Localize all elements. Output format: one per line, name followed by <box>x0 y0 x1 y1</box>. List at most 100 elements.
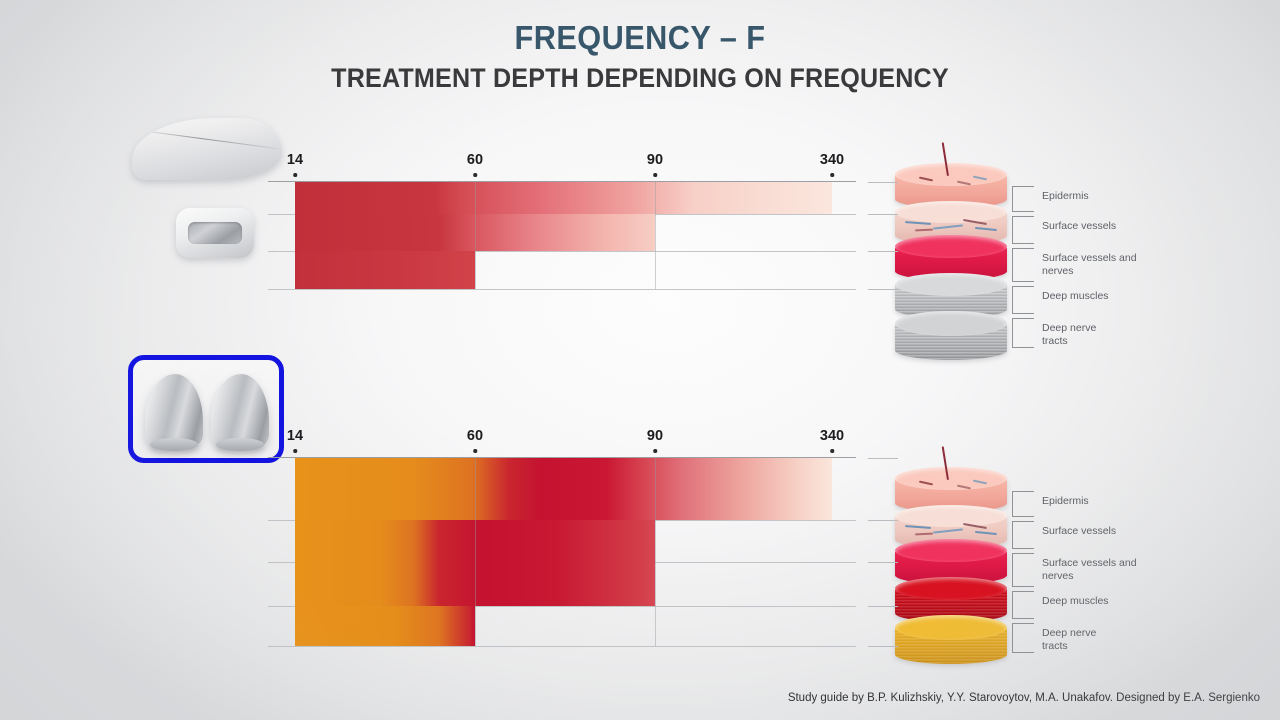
chart-gridline <box>268 289 856 290</box>
label-bracket <box>1012 318 1034 348</box>
skin-layer-surface <box>895 310 1007 337</box>
chart-to-diagram-connector <box>868 562 898 563</box>
dome-icon <box>145 374 203 451</box>
skin-layer-label: Surface vessels <box>1042 220 1117 232</box>
skin-layer-disc <box>895 310 1007 360</box>
skin-layer-surface <box>895 505 1007 528</box>
chart-bar-row <box>268 251 868 289</box>
chart-to-diagram-connector <box>868 289 898 290</box>
axis-tick-label: 340 <box>819 428 845 444</box>
axis-tick-dot <box>293 173 297 177</box>
handpiece-icon <box>132 118 282 180</box>
title-block: FREQUENCY – F TREATMENT DEPTH DEPENDING … <box>0 19 1280 94</box>
skin-layer-surface <box>895 201 1007 224</box>
chart-to-diagram-connector <box>868 520 898 521</box>
chart-bar-row <box>268 214 868 251</box>
vessel-mark <box>933 224 963 230</box>
chart-bar-row <box>268 182 868 214</box>
axis-tick-dot <box>473 449 477 453</box>
axis-tick-dot <box>473 173 477 177</box>
chart-bar-row <box>268 606 868 646</box>
axis-line <box>268 181 856 182</box>
axis-tick-labels: 14 60 90 340 <box>268 152 868 177</box>
skin-layer-label: Deep nerve tracts <box>1042 627 1097 652</box>
chart-bar-row <box>268 520 868 562</box>
skin-layer-label: Epidermis <box>1042 495 1089 507</box>
axis-tick-label: 14 <box>286 152 304 168</box>
axis-tick-dot <box>830 449 834 453</box>
skin-layer-disc <box>895 201 1007 244</box>
skin-layer-label: Surface vessels and nerves <box>1042 557 1137 582</box>
skin-layer-label: Epidermis <box>1042 190 1089 202</box>
chart-bar <box>295 182 832 214</box>
chart-bar <box>295 606 475 646</box>
skin-layer-disc <box>895 539 1007 584</box>
skin-layer-label: Deep muscles <box>1042 290 1109 302</box>
page-title: FREQUENCY – F <box>514 19 766 56</box>
selected-applicator-highlight[interactable] <box>128 355 284 463</box>
chart-upper: 14 60 90 340 <box>268 152 868 292</box>
chart-to-diagram-connector <box>868 214 898 215</box>
axis-tick-label: 340 <box>819 152 845 168</box>
label-bracket <box>1012 491 1034 517</box>
skin-layer-label: Surface vessels <box>1042 525 1117 537</box>
chart-bar <box>295 214 655 251</box>
skin-labels-lower: Epidermis Surface vessels Surface vessels … <box>1012 487 1192 667</box>
axis-tick-label: 60 <box>466 428 484 444</box>
skin-layer-disc <box>895 142 1007 208</box>
label-bracket <box>1012 216 1034 244</box>
vessel-mark <box>974 530 998 535</box>
chart-bar-row <box>268 562 868 606</box>
chart-to-diagram-connector <box>868 182 898 183</box>
skin-layer-surface <box>895 614 1007 641</box>
label-bracket <box>1012 286 1034 314</box>
axis-tick-label: 60 <box>466 152 484 168</box>
chart-bar <box>295 520 655 562</box>
label-bracket <box>1012 248 1034 282</box>
page-subtitle: TREATMENT DEPTH DEPENDING ON FREQUENCY <box>331 62 949 93</box>
chart-bar-row <box>268 458 868 520</box>
chart-vertical-separator <box>475 182 476 289</box>
label-bracket <box>1012 553 1034 587</box>
skin-labels-upper: Epidermis Surface vessels Surface vessels … <box>1012 182 1192 362</box>
label-bracket <box>1012 591 1034 619</box>
footer-credits: Study guide by B.P. Kulizhskiy, Y.Y. Sta… <box>787 692 1260 704</box>
skin-layer-surface <box>895 273 1007 297</box>
chart-bar <box>295 562 655 606</box>
pad-applicator[interactable] <box>176 208 254 258</box>
axis-tick-label: 90 <box>646 428 664 444</box>
skin-layer-disc <box>895 235 1007 280</box>
label-bracket <box>1012 186 1034 212</box>
chart-to-diagram-connector <box>868 646 898 647</box>
axis-tick-labels: 14 60 90 340 <box>268 428 868 453</box>
skin-diagram-lower <box>895 446 1007 668</box>
skin-layer-surface <box>895 235 1007 259</box>
vessel-mark <box>933 528 963 534</box>
skin-layer-surface <box>895 163 1007 187</box>
chart-lower: 14 60 90 340 <box>268 428 868 647</box>
skin-layer-surface <box>895 577 1007 601</box>
chart-gridline <box>268 646 856 647</box>
skin-layer-disc <box>895 614 1007 664</box>
axis-line <box>268 457 856 458</box>
axis-tick-label: 90 <box>646 152 664 168</box>
handpiece-applicator[interactable] <box>132 118 282 180</box>
chart-to-diagram-connector <box>868 251 898 252</box>
axis-tick-dot <box>830 173 834 177</box>
skin-layer-label: Surface vessels and nerves <box>1042 252 1137 277</box>
dome-applicator-left[interactable] <box>145 374 203 451</box>
chart-gridline <box>268 606 856 607</box>
pad-icon <box>176 208 254 258</box>
skin-layer-label: Deep muscles <box>1042 595 1109 607</box>
skin-layer-label: Deep nerve tracts <box>1042 322 1097 347</box>
dome-applicator-right[interactable] <box>211 374 269 451</box>
skin-layer-disc <box>895 505 1007 548</box>
vessel-mark <box>914 532 934 535</box>
dome-icon <box>211 374 269 451</box>
chart-gridline <box>268 251 856 252</box>
axis-tick-dot <box>293 449 297 453</box>
label-bracket <box>1012 521 1034 549</box>
vessel-mark <box>974 226 998 231</box>
skin-layer-surface <box>895 467 1007 491</box>
